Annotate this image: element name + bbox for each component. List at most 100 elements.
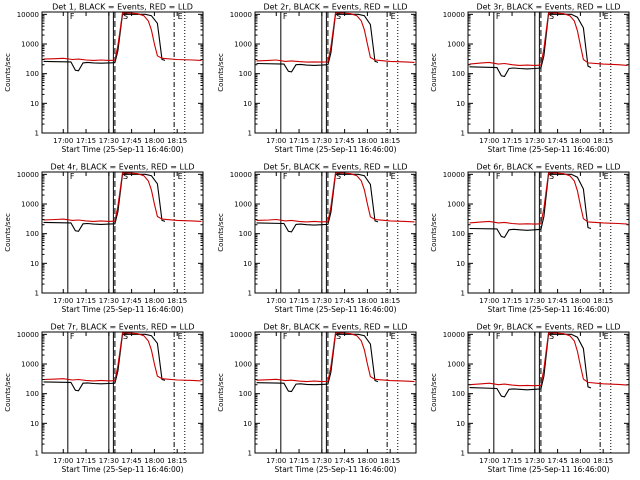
detector-panel: 1 10 100 1000 10000 17:00 17:15 17:30 17:45 18:00… (430, 323, 630, 474)
y-tick-label: 10 (243, 260, 252, 268)
y-tick-label: 1 (35, 290, 39, 298)
event-marker-label: S (336, 172, 341, 181)
plot-frame (41, 171, 204, 294)
y-axis-label: Counts/sec (430, 373, 438, 412)
y-tick-label: 100 (452, 70, 465, 78)
x-axis-label: Start Time (25-Sep-11 16:46:00) (488, 305, 610, 314)
plot-frame (467, 171, 630, 294)
event-marker-label: F (283, 332, 288, 341)
event-marker-label: E (178, 172, 183, 181)
y-tick-label: 1 (248, 290, 252, 298)
series-line-black (43, 173, 166, 232)
y-tick-label: 1 (35, 130, 39, 138)
y-tick-label: 1000 (447, 201, 465, 209)
panel-title: Det 8r, BLACK = Events, RED = LLD (263, 323, 407, 332)
x-tick-label: 18:15 (167, 137, 187, 145)
y-axis-label: Counts/sec (4, 213, 12, 252)
x-tick-label: 17:30 (525, 137, 545, 145)
y-tick-label: 10000 (17, 11, 39, 19)
y-tick-label: 100 (452, 230, 465, 238)
x-tick-label: 18:00 (570, 297, 590, 305)
x-tick-label: 18:15 (380, 137, 400, 145)
x-tick-label: 17:00 (53, 137, 73, 145)
x-axis-label: Start Time (25-Sep-11 16:46:00) (62, 145, 184, 154)
event-marker-label: S (549, 172, 554, 181)
event-marker-label: E (391, 172, 396, 181)
event-marker-label: F (70, 12, 75, 21)
y-tick-label: 1 (461, 290, 465, 298)
x-tick-label: 17:15 (76, 457, 96, 465)
y-tick-label: 1000 (234, 361, 252, 369)
series-line-black (256, 333, 379, 393)
x-tick-label: 17:30 (99, 457, 119, 465)
panel-title: Det 4r, BLACK = Events, RED = LLD (50, 163, 194, 172)
series-line-red (469, 12, 628, 66)
series-line-red (43, 332, 202, 382)
x-tick-label: 17:45 (122, 457, 142, 465)
event-marker-label: F (496, 332, 501, 341)
x-tick-label: 17:30 (99, 297, 119, 305)
x-tick-label: 17:45 (335, 457, 355, 465)
y-tick-label: 1 (248, 130, 252, 138)
x-tick-label: 17:15 (502, 137, 522, 145)
x-tick-label: 18:00 (357, 297, 377, 305)
x-axis-label: Start Time (25-Sep-11 16:46:00) (62, 305, 184, 314)
panel-title: Det 5r, BLACK = Events, RED = LLD (263, 163, 407, 172)
series-line-black (256, 13, 379, 73)
event-marker-label: E (604, 12, 609, 21)
y-tick-label: 1000 (234, 41, 252, 49)
x-axis-label: Start Time (25-Sep-11 16:46:00) (62, 465, 184, 474)
y-axis-label: Counts/sec (4, 373, 12, 412)
series-line-red (469, 172, 628, 225)
event-marker-label: S (549, 332, 554, 341)
x-tick-label: 18:00 (570, 137, 590, 145)
event-marker-label: S (123, 12, 128, 21)
event-marker-label: E (391, 332, 396, 341)
x-tick-label: 17:00 (53, 297, 73, 305)
y-tick-label: 10 (30, 260, 39, 268)
y-tick-label: 10000 (17, 331, 39, 339)
y-tick-label: 100 (26, 390, 39, 398)
y-tick-label: 100 (26, 230, 39, 238)
detector-panel: 1 10 100 1000 10000 17:00 17:15 17:30 17:45 18:00… (4, 323, 204, 474)
y-tick-label: 1000 (447, 41, 465, 49)
plot-frame (467, 331, 630, 454)
x-axis-label: Start Time (25-Sep-11 16:46:00) (275, 145, 397, 154)
y-tick-label: 1 (461, 130, 465, 138)
x-axis-label: Start Time (25-Sep-11 16:46:00) (488, 145, 610, 154)
x-tick-label: 17:15 (289, 297, 309, 305)
x-tick-label: 17:30 (99, 137, 119, 145)
x-tick-label: 18:00 (144, 137, 164, 145)
y-tick-label: 10 (243, 420, 252, 428)
detector-panel: 1 10 100 1000 10000 17:00 17:15 17:30 17:45 18:00… (4, 163, 204, 314)
series-line-red (469, 332, 628, 387)
y-tick-label: 10000 (443, 171, 465, 179)
event-marker-label: E (391, 12, 396, 21)
y-tick-label: 10000 (17, 171, 39, 179)
x-tick-label: 17:00 (266, 137, 286, 145)
y-tick-label: 100 (239, 390, 252, 398)
detector-panel: 1 10 100 1000 10000 17:00 17:15 17:30 17:45 18:00… (217, 3, 417, 154)
x-tick-label: 17:30 (525, 297, 545, 305)
plot-frame (467, 11, 630, 134)
y-tick-label: 1000 (21, 201, 39, 209)
y-tick-label: 1 (35, 450, 39, 458)
x-tick-label: 17:00 (479, 137, 499, 145)
x-tick-label: 17:45 (335, 297, 355, 305)
series-line-red (43, 12, 202, 61)
y-tick-label: 1 (461, 450, 465, 458)
event-marker-label: F (70, 332, 75, 341)
event-marker-label: E (178, 332, 183, 341)
y-tick-label: 100 (239, 70, 252, 78)
series-line-black (256, 173, 379, 233)
y-tick-label: 10 (456, 420, 465, 428)
detector-panel: 1 10 100 1000 10000 17:00 17:15 17:30 17:45 18:00… (430, 163, 630, 314)
x-tick-label: 17:15 (76, 137, 96, 145)
x-axis-label: Start Time (25-Sep-11 16:46:00) (275, 465, 397, 474)
series-line-black (43, 13, 166, 72)
event-marker-label: E (178, 12, 183, 21)
x-tick-label: 17:45 (122, 137, 142, 145)
x-tick-label: 17:30 (312, 297, 332, 305)
plot-frame (254, 171, 417, 294)
